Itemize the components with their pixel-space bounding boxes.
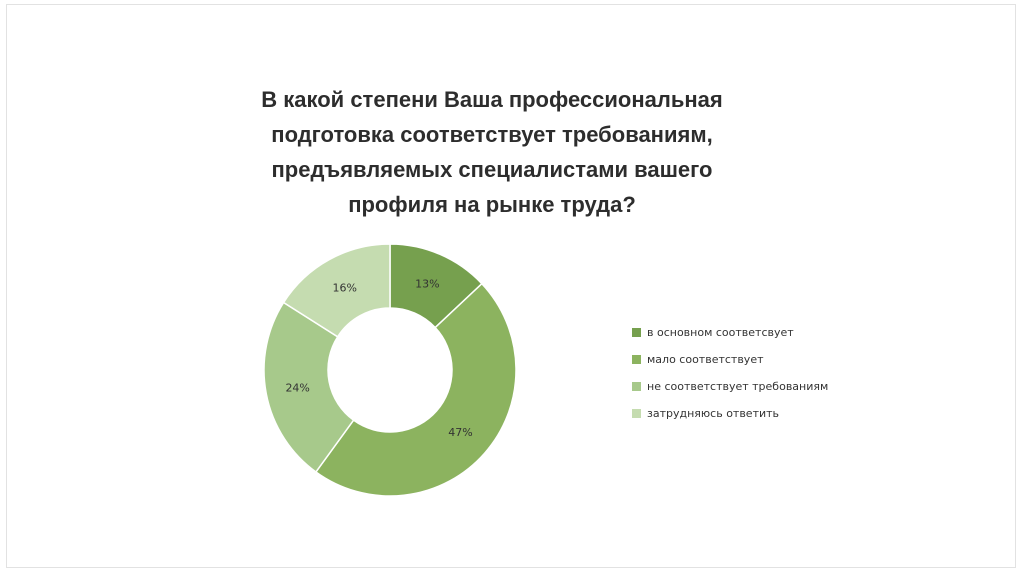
legend-item: мало соответствует <box>632 349 828 370</box>
chart-title-line-4: профиля на рынке труда? <box>348 192 636 217</box>
data-label: 13% <box>415 278 439 291</box>
legend-item: затрудняюсь ответить <box>632 403 828 424</box>
donut-slice <box>282 243 391 338</box>
data-label: 47% <box>448 426 472 439</box>
chart-title-line-2: подготовка соответствует требованиям, <box>271 122 713 147</box>
legend-item: не соответствует требованиям <box>632 376 828 397</box>
legend-label: не соответствует требованиям <box>647 380 829 393</box>
legend-swatch <box>632 382 641 391</box>
data-label: 24% <box>285 382 309 395</box>
legend-swatch <box>632 328 641 337</box>
legend-item: в основном соответсвует <box>632 322 828 343</box>
chart-legend: в основном соответсвует мало соответству… <box>632 322 828 430</box>
slide-background <box>6 4 1016 568</box>
donut-slice <box>314 282 517 497</box>
data-label: 16% <box>332 282 356 295</box>
legend-label: мало соответствует <box>647 353 764 366</box>
chart-title-line-1: В какой степени Ваша профессиональная <box>261 87 723 112</box>
chart-title: В какой степени Ваша профессиональная по… <box>222 82 762 222</box>
donut-data-labels: 13% 47% 24% 16% <box>285 278 472 439</box>
donut-slice <box>263 301 355 473</box>
legend-label: затрудняюсь ответить <box>647 407 780 420</box>
donut-slices <box>263 243 517 497</box>
legend-label: в основном соответсвует <box>647 326 794 339</box>
chart-title-line-3: предъявляемых специалистами вашего <box>271 157 713 182</box>
legend-swatch <box>632 409 641 418</box>
legend-swatch <box>632 355 641 364</box>
